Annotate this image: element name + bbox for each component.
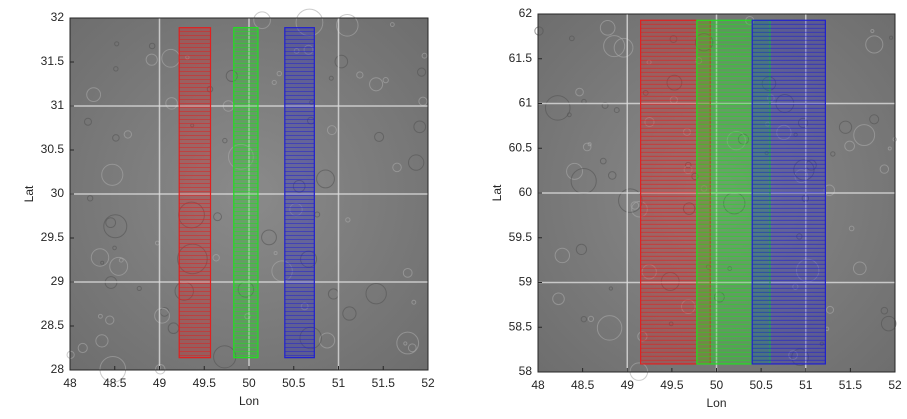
x-tick-label: 50 <box>242 376 256 390</box>
x-tick-label: 50.5 <box>749 378 773 392</box>
x-tick-label: 52 <box>421 376 435 390</box>
y-tick-label: 30.5 <box>41 142 65 156</box>
y-tick-label: 30 <box>51 186 65 200</box>
y-tick-label: 28.5 <box>41 318 65 332</box>
x-tick-label: 50.5 <box>282 376 306 390</box>
y-tick-label: 62 <box>519 6 533 20</box>
y-tick-label: 58.5 <box>509 319 533 333</box>
y-tick-label: 29.5 <box>41 230 65 244</box>
y-tick-label: 58 <box>519 364 533 378</box>
footprint <box>234 28 258 358</box>
x-tick-label: 51 <box>332 376 346 390</box>
x-tick-label: 49.5 <box>193 376 217 390</box>
y-tick-label: 61.5 <box>509 51 533 65</box>
x-tick-label: 52 <box>888 378 902 392</box>
x-tick-label: 48.5 <box>103 376 127 390</box>
y-tick-label: 60.5 <box>509 140 533 154</box>
x-tick-label: 49 <box>153 376 167 390</box>
x-tick-label: 49 <box>621 378 635 392</box>
x-tick-label: 51.5 <box>839 378 863 392</box>
y-tick-label: 59.5 <box>509 230 533 244</box>
y-tick-label: 32 <box>51 10 65 24</box>
x-tick-label: 48 <box>63 376 77 390</box>
y-tick-label: 28 <box>51 362 65 376</box>
x-axis-label: Lon <box>239 394 259 408</box>
x-axis-label: Lon <box>706 396 726 410</box>
figure: 48 48.5 49 49.5 50 50.5 51 51.5 52 28 28.5 29 29.5 30… <box>0 0 907 414</box>
y-tick-label: 59 <box>519 275 533 289</box>
y-tick-label: 31 <box>51 98 65 112</box>
footprint <box>179 28 210 358</box>
x-tick-label: 48 <box>531 378 545 392</box>
x-tick-label: 48.5 <box>571 378 595 392</box>
y-tick-label: 60 <box>519 185 533 199</box>
y-axis-label: Lat <box>22 185 36 202</box>
y-tick-label: 61 <box>519 96 533 110</box>
y-axis-label: Lat <box>490 184 504 201</box>
x-tick-label: 51.5 <box>372 376 396 390</box>
y-tick-label: 29 <box>51 274 65 288</box>
y-tick-label: 31.5 <box>41 54 65 68</box>
x-tick-label: 51 <box>799 378 813 392</box>
x-tick-label: 49.5 <box>660 378 684 392</box>
x-tick-label: 50 <box>710 378 724 392</box>
footprint <box>285 28 315 358</box>
